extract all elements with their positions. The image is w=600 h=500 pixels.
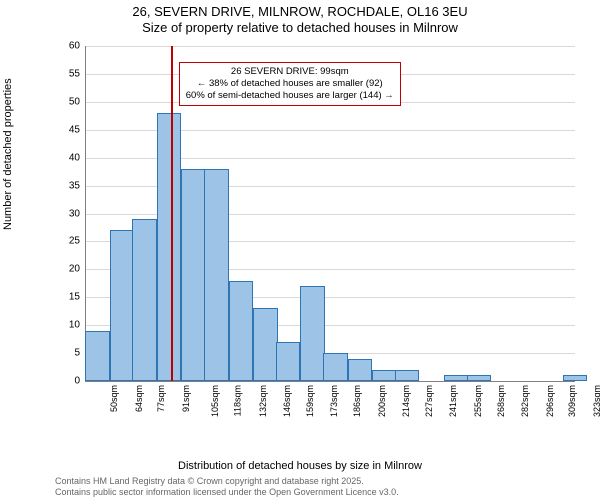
x-tick-label: 200sqm bbox=[377, 385, 387, 417]
x-tick-label: 309sqm bbox=[567, 385, 577, 417]
y-tick-label: 40 bbox=[56, 152, 80, 163]
y-tick-label: 30 bbox=[56, 208, 80, 219]
histogram-bar bbox=[110, 230, 135, 381]
histogram-bar bbox=[348, 359, 373, 381]
footer-line2: Contains public sector information licen… bbox=[55, 487, 399, 498]
y-tick-label: 45 bbox=[56, 124, 80, 135]
histogram-bar bbox=[323, 353, 348, 381]
histogram-bar bbox=[253, 308, 278, 381]
y-tick-label: 50 bbox=[56, 96, 80, 107]
x-tick-label: 146sqm bbox=[282, 385, 292, 417]
histogram-bar bbox=[85, 331, 110, 381]
chart-title-line1: 26, SEVERN DRIVE, MILNROW, ROCHDALE, OL1… bbox=[0, 4, 600, 20]
chart-title-line2: Size of property relative to detached ho… bbox=[0, 20, 600, 36]
x-tick-label: 214sqm bbox=[401, 385, 411, 417]
histogram-bar bbox=[204, 169, 229, 381]
y-tick-label: 35 bbox=[56, 180, 80, 191]
chart-title-block: 26, SEVERN DRIVE, MILNROW, ROCHDALE, OL1… bbox=[0, 0, 600, 35]
plot-grid-area: 05101520253035404550556050sqm64sqm77sqm9… bbox=[85, 46, 575, 381]
histogram-bar bbox=[276, 342, 301, 381]
histogram-bar bbox=[563, 375, 588, 381]
x-tick-label: 118sqm bbox=[232, 385, 242, 416]
x-tick-label: 255sqm bbox=[473, 385, 483, 417]
x-tick-label: 105sqm bbox=[210, 385, 220, 417]
x-tick-label: 241sqm bbox=[448, 385, 458, 417]
annotation-line1: 26 SEVERN DRIVE: 99sqm bbox=[186, 66, 394, 78]
annotation-line3: 60% of semi-detached houses are larger (… bbox=[186, 90, 394, 102]
y-axis-label: Number of detached properties bbox=[2, 78, 14, 230]
histogram-bar bbox=[444, 375, 469, 381]
footer-attribution: Contains HM Land Registry data © Crown c… bbox=[55, 476, 399, 498]
y-tick-label: 15 bbox=[56, 292, 80, 303]
plot: 05101520253035404550556050sqm64sqm77sqm9… bbox=[55, 46, 575, 426]
histogram-bar bbox=[372, 370, 397, 381]
y-tick-label: 20 bbox=[56, 264, 80, 275]
y-gridline bbox=[85, 46, 575, 47]
x-tick-label: 186sqm bbox=[352, 385, 362, 417]
y-tick-label: 60 bbox=[56, 41, 80, 52]
x-tick-label: 159sqm bbox=[305, 385, 315, 417]
annotation-line2: ← 38% of detached houses are smaller (92… bbox=[186, 78, 394, 90]
x-tick-label: 132sqm bbox=[258, 385, 268, 417]
x-tick-label: 77sqm bbox=[156, 385, 166, 412]
y-tick-label: 25 bbox=[56, 236, 80, 247]
x-tick-label: 91sqm bbox=[181, 385, 191, 412]
x-tick-label: 50sqm bbox=[109, 385, 119, 412]
y-tick-label: 0 bbox=[56, 376, 80, 387]
histogram-bar bbox=[157, 113, 182, 381]
x-tick-label: 64sqm bbox=[134, 385, 144, 412]
x-axis-label: Distribution of detached houses by size … bbox=[0, 460, 600, 472]
footer-line1: Contains HM Land Registry data © Crown c… bbox=[55, 476, 399, 487]
histogram-bar bbox=[300, 286, 325, 381]
x-tick-label: 296sqm bbox=[545, 385, 555, 417]
x-tick-label: 323sqm bbox=[592, 385, 600, 417]
x-tick-label: 173sqm bbox=[329, 385, 339, 417]
x-tick-label: 282sqm bbox=[520, 385, 530, 417]
y-tick-label: 55 bbox=[56, 68, 80, 79]
histogram-bar bbox=[181, 169, 206, 381]
histogram-bar bbox=[132, 219, 157, 381]
property-marker-line bbox=[171, 46, 173, 381]
y-tick-label: 10 bbox=[56, 320, 80, 331]
x-tick-label: 227sqm bbox=[424, 385, 434, 417]
property-annotation-box: 26 SEVERN DRIVE: 99sqm← 38% of detached … bbox=[179, 62, 401, 106]
histogram-bar bbox=[229, 281, 254, 382]
y-tick-label: 5 bbox=[56, 348, 80, 359]
chart-area: 05101520253035404550556050sqm64sqm77sqm9… bbox=[55, 46, 575, 426]
x-tick-label: 268sqm bbox=[496, 385, 506, 417]
y-gridline bbox=[85, 381, 575, 382]
histogram-bar bbox=[467, 375, 492, 381]
histogram-bar bbox=[395, 370, 420, 381]
